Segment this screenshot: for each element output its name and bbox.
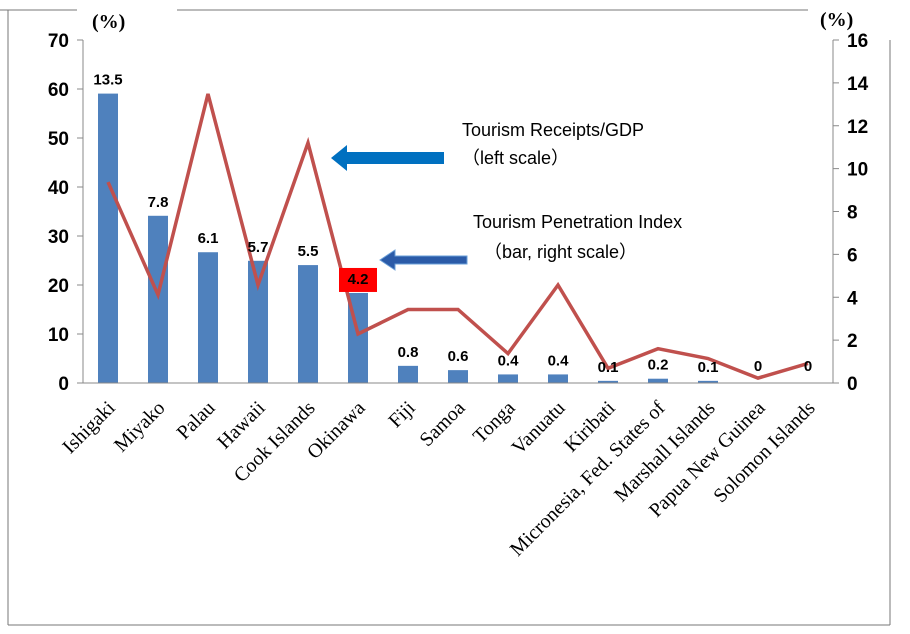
category-label: Vanuatu <box>508 397 570 459</box>
bar <box>648 378 668 383</box>
left-tick-label: 10 <box>48 325 69 346</box>
right-tick-label: 2 <box>847 331 858 352</box>
data-label: 4.2 <box>348 271 369 288</box>
left-tick-label: 70 <box>48 31 69 52</box>
data-label: 5.5 <box>298 243 319 260</box>
bar <box>298 265 318 383</box>
annotation-receipts: Tourism Receipts/GDP （left scale） <box>331 120 644 171</box>
data-label: 5.7 <box>248 239 269 256</box>
bar <box>548 374 568 383</box>
right-tick-label: 4 <box>847 288 858 309</box>
arrow-receipts <box>331 145 444 171</box>
annotation-penetration-line2: （bar, right scale） <box>484 242 637 262</box>
category-label: Ishigaki <box>58 397 119 458</box>
data-label: 6.1 <box>198 230 219 247</box>
category-label: Miyako <box>110 397 170 457</box>
left-tick-label: 20 <box>48 276 69 297</box>
left-axis: 0 10 20 30 40 50 60 70 <box>48 31 83 395</box>
data-label: 0.4 <box>548 352 570 369</box>
right-axis-unit: (%) <box>820 9 853 31</box>
category-label: Samoa <box>415 397 469 451</box>
category-label: Fiji <box>384 397 420 433</box>
annotation-penetration: Tourism Penetration Index （bar, right sc… <box>379 212 682 271</box>
left-tick-label: 40 <box>48 178 69 199</box>
right-tick-label: 10 <box>847 160 868 181</box>
right-tick-label: 0 <box>847 374 858 395</box>
left-tick-label: 50 <box>48 129 69 150</box>
left-tick-label: 0 <box>58 374 69 395</box>
arrow-penetration <box>379 249 468 271</box>
bar <box>198 252 218 383</box>
category-label: Palau <box>173 397 220 444</box>
data-label: 0.8 <box>398 344 419 361</box>
bar <box>148 215 168 383</box>
right-axis: 0 2 4 6 8 10 12 14 16 <box>833 31 869 395</box>
bar <box>248 260 268 383</box>
data-label: 0.6 <box>448 348 469 365</box>
bar <box>98 93 118 383</box>
annotation-receipts-line2: （left scale） <box>462 148 569 168</box>
annotation-penetration-line1: Tourism Penetration Index <box>473 212 682 232</box>
data-label: 7.8 <box>148 194 169 211</box>
right-tick-label: 16 <box>847 31 868 52</box>
data-label: 13.5 <box>93 72 122 89</box>
data-label: 0.1 <box>698 359 719 376</box>
bar <box>398 365 418 383</box>
data-label: 0.4 <box>498 352 520 369</box>
line-series <box>106 93 809 380</box>
bar <box>698 380 718 383</box>
left-tick-label: 30 <box>48 227 69 248</box>
data-label: 0.1 <box>598 359 619 376</box>
right-tick-label: 12 <box>847 117 868 138</box>
right-tick-label: 14 <box>847 74 869 95</box>
bar <box>498 374 518 383</box>
data-label: 0 <box>754 358 762 375</box>
data-labels: 13.5 7.8 6.1 5.7 5.5 4.2 0.8 0.6 0.4 0.4 0.1 0.2 0.1… <box>93 72 812 376</box>
left-tick-label: 60 <box>48 80 69 101</box>
right-tick-label: 8 <box>847 203 858 224</box>
data-label: 0.2 <box>648 357 669 374</box>
annotation-receipts-line1: Tourism Receipts/GDP <box>462 120 644 140</box>
bar <box>448 370 468 383</box>
bar-series <box>98 93 718 383</box>
right-tick-label: 6 <box>847 245 858 266</box>
highlight-box <box>339 267 377 292</box>
left-axis-unit: (%) <box>92 11 125 33</box>
data-label: 0 <box>804 358 812 375</box>
bar <box>598 380 618 383</box>
